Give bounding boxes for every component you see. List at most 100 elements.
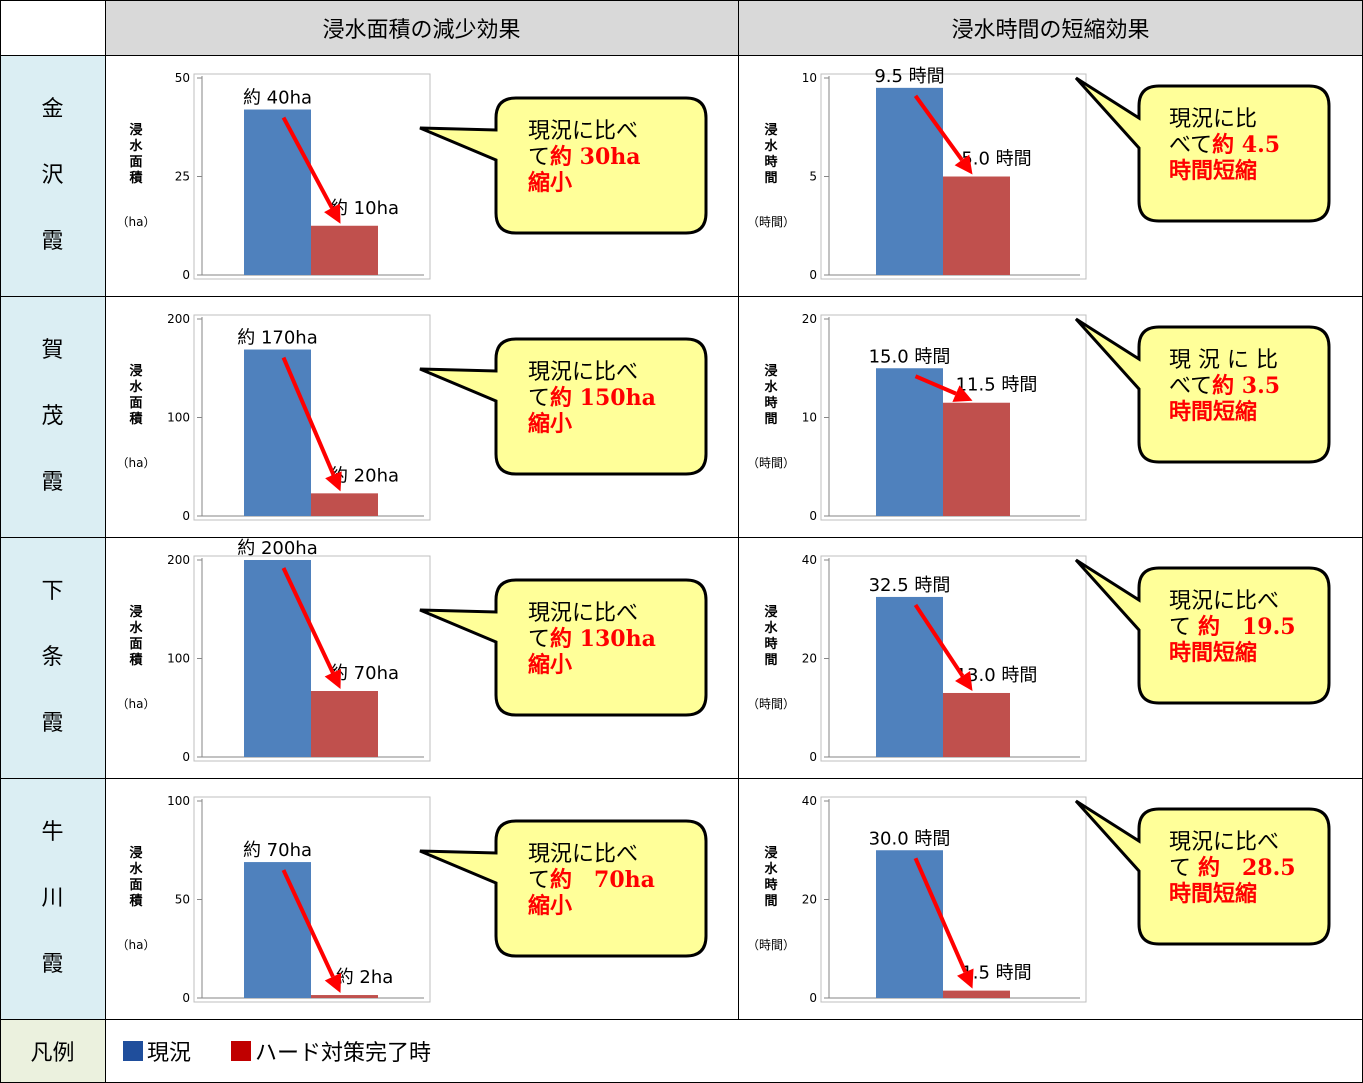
callout-text-plain: 現 況 に 比 [1169, 348, 1278, 373]
legend-label-after: ハード対策完了時 [255, 1041, 432, 1066]
row-label-char: 霞 [41, 951, 64, 977]
decrease-arrow [913, 603, 965, 678]
y-axis-label-char: 積 [128, 411, 143, 427]
bar-current [876, 368, 943, 516]
row-label-char: 下 [41, 578, 64, 604]
value-label-after: 5.0 時間 [961, 149, 1031, 170]
callout-text-red: 時間短縮 [1169, 881, 1257, 907]
callout-text-red: 約 150ha [550, 385, 656, 411]
callout-text-plain: 現況に比べ [528, 842, 638, 867]
value-label-after: 11.5 時間 [956, 375, 1038, 396]
callout-text-plain: て [1169, 856, 1198, 881]
callout-text-plain: べて [1169, 133, 1212, 158]
bar-current [244, 349, 311, 516]
callout-balloon [1074, 76, 1331, 223]
y-axis-unit: （時間） [747, 697, 795, 711]
bar-current [244, 109, 311, 275]
y-tick-label: 0 [809, 268, 817, 282]
y-axis-label-char: 時 [764, 395, 777, 411]
callout-text-plain: て [528, 145, 550, 170]
callout-text: 現況に比べ [528, 601, 638, 626]
callout-text-plain: 現況に比べ [528, 360, 638, 385]
value-label-current: 約 200ha [237, 538, 318, 559]
callout-balloon [419, 819, 708, 958]
bar-current [244, 560, 311, 757]
callout-balloon [419, 578, 708, 717]
y-tick-label: 100 [167, 411, 190, 425]
y-axis-label-char: 浸 [764, 604, 777, 620]
y-axis-label-char: 間 [764, 412, 777, 427]
row-label-char: 沢 [41, 162, 64, 188]
callout-text-red: 縮小 [528, 652, 572, 678]
callout-text: べて約 4.5 [1169, 132, 1280, 158]
decrease-arrow [281, 869, 335, 978]
callout-text: 時間短縮 [1169, 640, 1257, 666]
y-axis-label-char: 浸 [129, 845, 142, 861]
y-tick-label: 200 [167, 312, 190, 326]
callout-text-plain: 現況に比べ [1169, 589, 1279, 614]
y-tick-label: 20 [802, 893, 817, 907]
value-label-after: 約 20ha [330, 465, 399, 486]
y-axis-unit: （ha） [117, 215, 156, 229]
y-tick-label: 0 [809, 509, 817, 523]
value-label-current: 9.5 時間 [874, 66, 944, 87]
decrease-arrow [913, 857, 968, 973]
callout-text: て 約 19.5 [1169, 614, 1296, 640]
bar-after [311, 493, 378, 516]
value-label-current: 約 170ha [237, 328, 318, 349]
plot-area [820, 796, 1087, 1003]
y-axis-label-char: 時 [764, 154, 777, 170]
callout-text: て 約 28.5 [1169, 855, 1296, 881]
callout-text: 縮小 [528, 893, 572, 919]
y-axis-label-char: 水 [129, 138, 143, 154]
y-axis-label-char: 浸 [764, 363, 777, 379]
y-axis-label-char: 水 [129, 620, 143, 636]
y-tick-label: 40 [802, 553, 817, 567]
y-tick-label: 40 [802, 794, 817, 808]
legend-item-after: ハード対策完了時 [231, 1035, 431, 1067]
row-label-shimojo: 下 条 霞 [0, 537, 105, 778]
decrease-arrowhead [952, 385, 973, 402]
y-axis-label-char: 浸 [764, 845, 777, 861]
decrease-arrowhead [957, 968, 974, 989]
callout-text: 現況に比べ [528, 119, 638, 144]
callout-text: 現況に比 [1169, 107, 1257, 132]
y-tick-label: 20 [802, 312, 817, 326]
row-label-char: 霞 [41, 469, 64, 495]
callout-text: 時間短縮 [1169, 881, 1257, 907]
y-axis-label-char: 間 [764, 894, 777, 909]
row-label-ushikawa: 牛 川 霞 [0, 778, 105, 1019]
callout-balloon [419, 337, 708, 476]
y-axis-label-char: 浸 [764, 122, 777, 138]
callout-text-plain: べて [1169, 374, 1212, 399]
decrease-arrowhead [324, 668, 341, 690]
bar-after [311, 691, 378, 757]
callout-text: 現況に比べ [528, 842, 638, 867]
decrease-arrowhead [324, 972, 342, 994]
y-axis-label-char: 時 [764, 636, 777, 652]
callout-text-plain: て [1169, 615, 1198, 640]
plot-area [193, 796, 431, 1003]
decrease-arrow [281, 356, 336, 476]
y-axis-label-char: 水 [764, 379, 778, 395]
decrease-arrow [914, 374, 957, 396]
decrease-arrow [913, 94, 964, 162]
legend-swatch-after [231, 1041, 252, 1061]
callout-text-red: 時間短縮 [1169, 399, 1257, 425]
callout-text: べて約 3.5 [1169, 373, 1280, 399]
decrease-arrow [281, 116, 334, 209]
legend: 現況 ハード対策完了時 [105, 1019, 1363, 1083]
y-axis-label-char: 水 [129, 861, 143, 877]
y-axis-label-char: 面 [129, 637, 142, 652]
header-time: 浸水時間の短縮効果 [738, 0, 1363, 55]
value-label-current: 30.0 時間 [869, 828, 951, 849]
row-label-char: 茂 [41, 403, 64, 429]
y-axis-unit: （時間） [747, 938, 795, 952]
y-axis-unit: （ha） [117, 938, 156, 952]
decrease-arrowhead [325, 471, 342, 492]
bar-after [311, 995, 378, 998]
